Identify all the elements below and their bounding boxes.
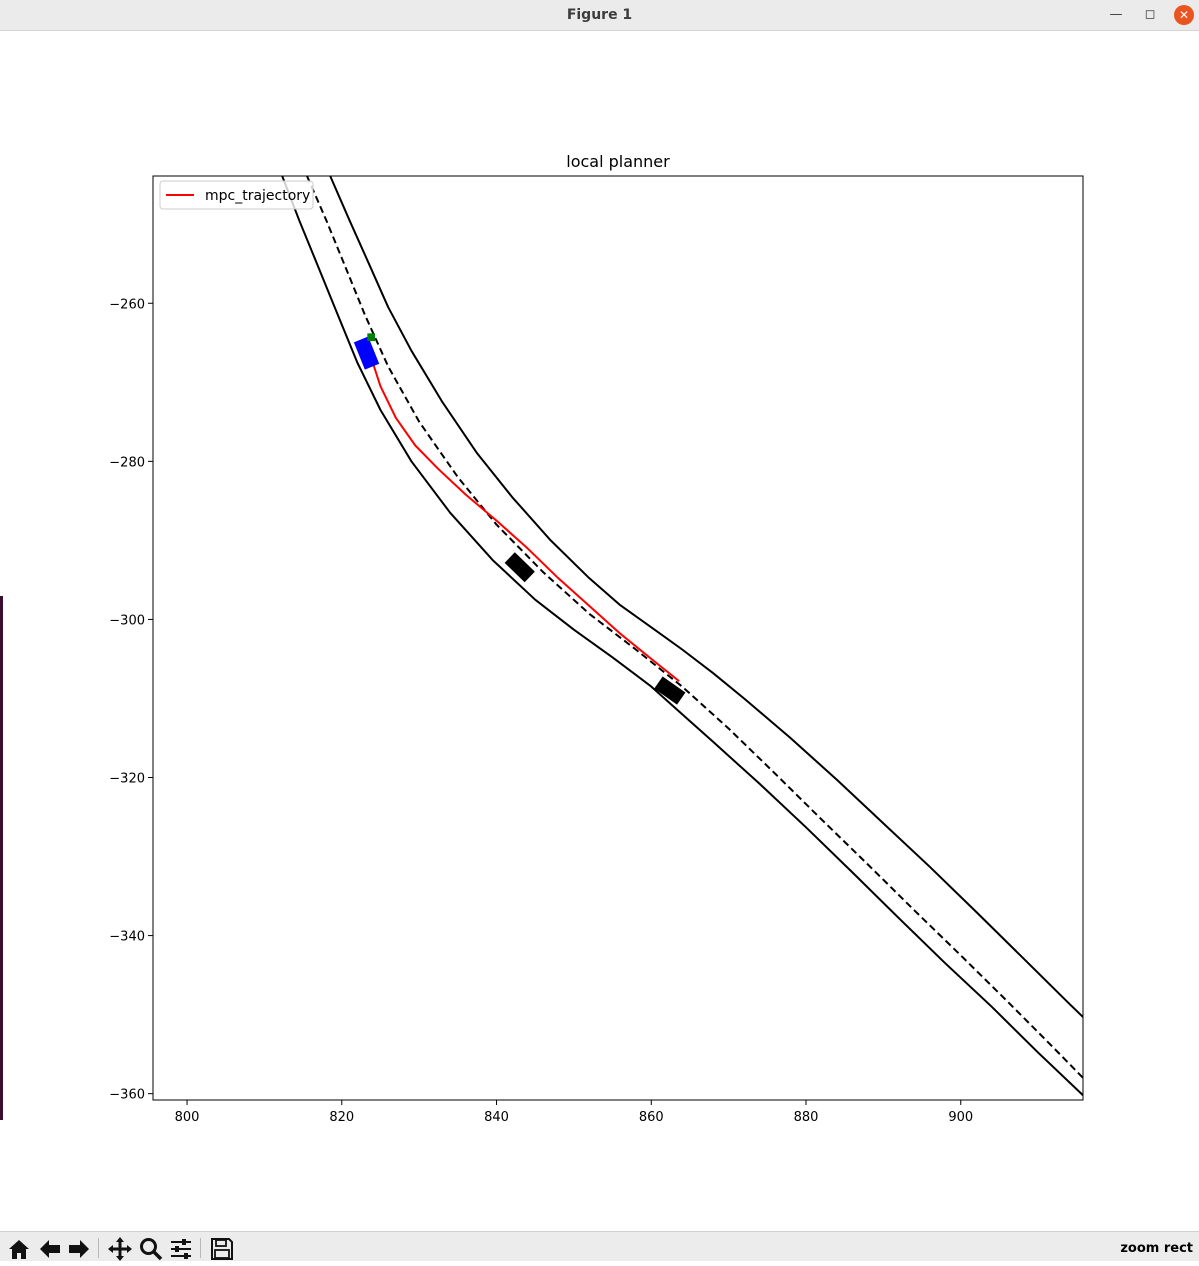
legend-box xyxy=(159,180,314,210)
maximize-icon[interactable]: ◻ xyxy=(1144,7,1156,22)
toolbar-status-text: zoom rect xyxy=(1120,1241,1193,1256)
x-tick-label: 900 xyxy=(948,1110,973,1125)
figure-canvas[interactable]: local planner 800 820 840 860 880 900 −260 −280… xyxy=(3,31,1199,1231)
series-road-edge-2 xyxy=(329,176,1083,1018)
y-tick-label: −320 xyxy=(109,772,145,787)
y-tick-label: −360 xyxy=(109,1088,145,1103)
navigation-toolbar: zoom rect xyxy=(0,1231,1199,1261)
ego-vehicle-0 xyxy=(353,336,380,370)
move-icon xyxy=(108,1237,132,1261)
obstacle-vehicle-3 xyxy=(654,676,686,705)
forward-button[interactable] xyxy=(66,1236,92,1262)
chart-title: local planner xyxy=(566,152,670,171)
series-road-edge-3 xyxy=(281,176,1083,1097)
window-title: Figure 1 xyxy=(566,7,633,23)
toolbar-separator xyxy=(98,1238,99,1258)
toolbar-separator xyxy=(200,1238,201,1258)
back-button[interactable] xyxy=(37,1236,63,1262)
object-layer xyxy=(353,333,686,705)
window-titlebar: Figure 1 — ◻ ✕ xyxy=(0,0,1199,31)
x-tick-label: 840 xyxy=(484,1110,509,1125)
series-center-line xyxy=(306,176,1083,1079)
tick-layer: 800 820 840 860 880 900 −260 −280 −300 −320 −340 −3… xyxy=(109,297,973,1125)
y-tick-label: −280 xyxy=(109,455,145,470)
series-mpc-trajectory xyxy=(368,352,680,682)
x-tick-label: 820 xyxy=(329,1110,354,1125)
legend-label-mpc-trajectory: mpc_trajectory xyxy=(205,188,310,204)
home-button[interactable] xyxy=(6,1236,32,1262)
x-tick-label: 800 xyxy=(175,1110,200,1125)
y-tick-label: −260 xyxy=(109,297,145,312)
pan-button[interactable] xyxy=(107,1236,133,1262)
background-window-edge xyxy=(0,596,3,1120)
configure-subplots-button[interactable] xyxy=(168,1236,194,1262)
minimize-icon[interactable]: — xyxy=(1109,7,1123,22)
y-tick-label: −340 xyxy=(109,930,145,945)
series-layer xyxy=(281,176,1083,1097)
floppy-icon xyxy=(211,1238,233,1260)
zoom-button[interactable] xyxy=(138,1236,164,1262)
save-button[interactable] xyxy=(209,1236,235,1262)
x-tick-label: 860 xyxy=(639,1110,664,1125)
legend: mpc_trajectory xyxy=(159,180,314,210)
axes-frame xyxy=(152,175,1084,1101)
arrow-right-icon xyxy=(69,1240,89,1258)
arrow-left-icon xyxy=(40,1240,60,1258)
sliders-icon xyxy=(171,1239,191,1259)
goal-marker xyxy=(367,333,376,342)
obstacle-vehicle-2 xyxy=(504,552,535,583)
x-tick-label: 880 xyxy=(794,1110,819,1125)
magnifier-icon xyxy=(140,1238,163,1261)
home-icon xyxy=(9,1240,29,1259)
close-icon[interactable]: ✕ xyxy=(1174,5,1194,25)
plot-svg[interactable]: local planner 800 820 840 860 880 900 −260 −280… xyxy=(3,31,1199,1231)
y-tick-label: −300 xyxy=(109,613,145,628)
